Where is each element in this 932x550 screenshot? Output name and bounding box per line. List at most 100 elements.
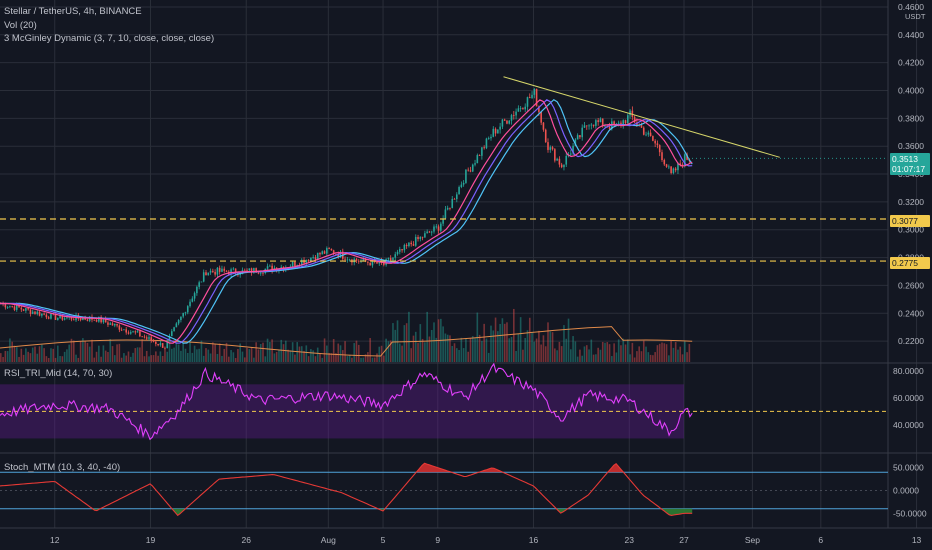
- volume-bar: [679, 346, 682, 362]
- candle-body: [526, 97, 529, 107]
- volume-bar: [104, 350, 107, 362]
- candle-body: [446, 207, 449, 210]
- volume-bar: [164, 349, 166, 362]
- support-lower-tag: 0.2775: [890, 257, 930, 269]
- volume-bar: [155, 351, 157, 362]
- volume-bar: [517, 333, 520, 362]
- candle-body: [408, 242, 410, 247]
- candle-body: [36, 311, 39, 315]
- volume-bar: [636, 351, 638, 362]
- current-price-value: 0.3513: [892, 154, 918, 164]
- candle-body: [478, 155, 481, 156]
- candle-body: [166, 340, 169, 349]
- candle-body: [364, 258, 367, 262]
- price-tick-label: 0.2600: [898, 280, 924, 290]
- symbol-legend[interactable]: Stellar / TetherUS, 4h, BINANCE: [4, 6, 142, 17]
- candle-body: [191, 298, 194, 302]
- volume-bar: [677, 349, 679, 362]
- volume-bar: [522, 349, 524, 362]
- volume-bar: [392, 323, 394, 362]
- volume-bar: [287, 349, 289, 362]
- candle-body: [535, 88, 538, 107]
- volume-bar: [66, 349, 68, 362]
- price-tick-label: 0.3200: [898, 197, 924, 207]
- candle-body: [316, 252, 319, 260]
- candle-body: [449, 207, 451, 209]
- candle-body: [11, 306, 13, 308]
- volume-bar: [82, 338, 84, 362]
- candle-body: [469, 170, 472, 172]
- x-tick-label: 9: [435, 535, 440, 545]
- candle-body: [574, 139, 577, 146]
- volume-bar: [91, 339, 93, 362]
- volume-bar: [196, 349, 198, 362]
- candle-body: [326, 248, 328, 254]
- volume-bar: [661, 342, 663, 362]
- candle-body: [310, 257, 312, 262]
- candle-body: [522, 108, 524, 110]
- candle-body: [218, 267, 221, 272]
- volume-bar: [93, 357, 96, 362]
- volume-bar: [312, 350, 314, 362]
- mcginley-fast-line: [0, 99, 693, 344]
- volume-bar: [456, 348, 458, 362]
- volume-bar: [216, 353, 219, 362]
- candle-body: [198, 282, 200, 287]
- candle-body: [134, 331, 137, 333]
- candle-body: [458, 187, 460, 195]
- volume-bar: [570, 349, 572, 362]
- candle-body: [437, 226, 440, 231]
- current-price-tag: 0.3513 01:07:17: [890, 153, 930, 175]
- candle-body: [291, 262, 294, 267]
- candle-body: [369, 262, 371, 266]
- candle-body: [59, 314, 61, 318]
- candle-body: [476, 155, 479, 164]
- candle-body: [221, 268, 223, 272]
- candle-body: [346, 259, 349, 261]
- candle-body: [175, 323, 178, 328]
- candle-body: [357, 260, 360, 262]
- candle-body: [54, 313, 57, 320]
- volume-bar: [547, 322, 549, 362]
- volume-bar: [314, 356, 317, 362]
- volume-bar: [225, 342, 228, 362]
- candle-body: [305, 259, 308, 264]
- stoch-tick-label: -50.0000: [893, 508, 927, 518]
- candle-body: [544, 129, 547, 143]
- candle-body: [15, 305, 18, 310]
- volume-bar: [207, 349, 210, 362]
- candle-body: [494, 128, 497, 134]
- volume-bar: [647, 352, 650, 362]
- candle-body: [323, 251, 326, 254]
- volume-bar: [684, 341, 686, 362]
- candle-body: [70, 316, 73, 320]
- rsi-legend[interactable]: RSI_TRI_Mid (14, 70, 30): [4, 368, 113, 379]
- volume-bar: [383, 355, 385, 362]
- volume-bar: [0, 353, 2, 362]
- volume-legend[interactable]: Vol (20): [4, 20, 37, 31]
- volume-bar: [360, 357, 362, 362]
- candle-body: [620, 122, 622, 126]
- mcginley-legend[interactable]: 3 McGinley Dynamic (3, 7, 10, close, clo…: [4, 33, 215, 44]
- volume-bar: [123, 353, 125, 362]
- candle-body: [269, 265, 271, 267]
- stoch-legend[interactable]: Stoch_MTM (10, 3, 40, -40): [4, 462, 121, 473]
- volume-bar: [157, 355, 159, 362]
- price-tick-label: 0.3800: [898, 113, 924, 123]
- candle-body: [43, 313, 45, 315]
- candle-body: [145, 337, 148, 339]
- candle-body: [257, 272, 260, 274]
- candle-body: [212, 270, 214, 272]
- candle-body: [617, 122, 620, 124]
- volume-bar: [143, 356, 146, 362]
- candle-body: [627, 115, 629, 124]
- volume-bar: [75, 354, 77, 362]
- candle-body: [100, 316, 102, 323]
- candle-body: [414, 237, 417, 246]
- candle-body: [129, 332, 132, 334]
- volume-bar: [458, 350, 460, 362]
- volume-bar: [275, 351, 278, 362]
- candle-body: [72, 319, 75, 321]
- candle-body: [57, 317, 59, 320]
